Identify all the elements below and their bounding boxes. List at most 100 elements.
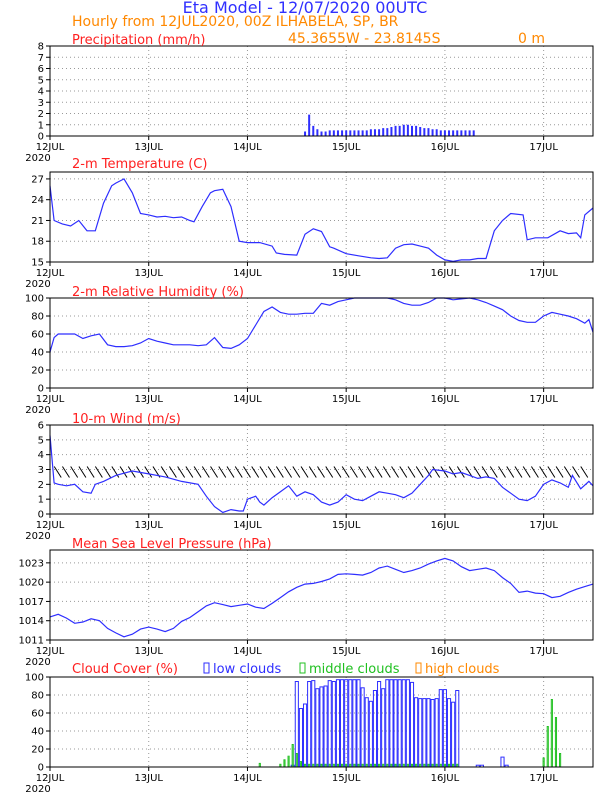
x-tick-label: 13JUL — [134, 773, 163, 784]
precip-bar — [324, 131, 327, 136]
panel-title: Precipitation (mm/h) — [72, 33, 205, 48]
precip-bar — [365, 130, 368, 136]
wind-barb — [349, 466, 358, 478]
wind-barb — [62, 466, 70, 478]
wind-barb — [382, 466, 391, 478]
x-tick-label: 13JUL — [134, 268, 163, 279]
y-tick-label: 20 — [31, 366, 44, 377]
precip-bar — [448, 130, 451, 136]
y-tick-label: 1020 — [19, 578, 44, 589]
panel-title: Mean Sea Level Pressure (hPa) — [72, 537, 272, 552]
y-tick-label: 2 — [38, 109, 44, 120]
wind-barb — [94, 466, 103, 478]
x-tick-label: 16JUL — [431, 520, 460, 531]
precip-bar — [328, 130, 331, 136]
series-line — [49, 435, 594, 514]
precip-bar — [316, 129, 319, 136]
wind-barb — [456, 466, 465, 478]
y-tick-label: 1 — [38, 120, 44, 131]
y-tick-label: 15 — [31, 258, 44, 269]
precip-bar — [439, 130, 442, 136]
precip-bar — [456, 130, 459, 136]
x-tick-label: 12JUL — [36, 646, 65, 657]
precip-bar — [443, 130, 446, 136]
precip-bar — [431, 129, 434, 136]
x-tick-label: 13JUL — [134, 394, 163, 405]
precip-bar — [452, 130, 455, 136]
wind-barb — [267, 466, 276, 478]
wind-barb — [366, 466, 375, 478]
wind-barb — [440, 466, 449, 478]
x-tick-label: 12JUL — [36, 520, 65, 531]
y-tick-label: 80 — [31, 312, 44, 323]
precip-bar — [369, 129, 372, 136]
y-tick-label: 5 — [38, 75, 44, 86]
y-tick-label: 4 — [38, 87, 44, 98]
legend-swatch — [415, 662, 422, 674]
precip-bar — [382, 128, 385, 136]
x-tick-label: 12JUL — [36, 268, 65, 279]
y-tick-label: 100 — [25, 294, 44, 305]
wind-barb — [358, 466, 367, 478]
wind-barb — [555, 466, 564, 478]
y-tick-label: 1011 — [19, 636, 44, 647]
wind-barb — [70, 466, 79, 478]
wind-barb — [522, 466, 531, 478]
y-tick-label: 2 — [38, 480, 44, 491]
x-tick-label: 16JUL — [431, 142, 460, 153]
chart-altitude: 0 m — [518, 31, 545, 47]
x-tick-label: 17JUL — [529, 142, 558, 153]
legend-label: middle clouds — [309, 662, 400, 677]
wind-barb — [481, 466, 490, 478]
wind-barb — [506, 466, 515, 478]
wind-barb — [111, 466, 120, 478]
precip-bar — [435, 129, 438, 136]
y-tick-label: 0 — [38, 510, 44, 521]
x-tick-label: 12JUL — [36, 142, 65, 153]
wind-barb — [539, 466, 548, 478]
panel-title: 10-m Wind (m/s) — [72, 412, 181, 427]
precip-bar — [394, 125, 397, 136]
x-tick-label: 15JUL — [332, 268, 361, 279]
x-year-label: 2020 — [25, 531, 50, 542]
precip-bar — [349, 130, 352, 136]
wind-barb — [160, 466, 169, 478]
precip-bar — [357, 130, 360, 136]
wind-barb — [308, 466, 317, 478]
y-tick-label: 40 — [31, 727, 44, 738]
wind-barb — [572, 466, 580, 478]
x-year-label: 2020 — [25, 784, 50, 792]
wind-barb — [489, 466, 498, 478]
legend-swatch — [203, 662, 210, 674]
x-tick-label: 14JUL — [233, 773, 262, 784]
plot-frame — [49, 676, 594, 768]
plot-frame — [49, 45, 594, 137]
series-line — [49, 297, 594, 353]
wind-barb — [168, 466, 177, 478]
wind-barb — [243, 466, 251, 478]
wind-barb — [498, 466, 506, 478]
precip-bar — [390, 127, 393, 136]
x-tick-label: 14JUL — [233, 142, 262, 153]
x-tick-label: 17JUL — [529, 268, 558, 279]
plot-frame — [49, 549, 594, 641]
x-tick-label: 15JUL — [332, 142, 361, 153]
y-tick-label: 6 — [38, 64, 44, 75]
y-tick-label: 3 — [38, 465, 44, 476]
panel-title: Cloud Cover (%) — [72, 662, 178, 677]
precip-bar — [361, 130, 364, 136]
wind-barb — [259, 466, 268, 478]
wind-barb — [119, 466, 128, 478]
y-tick-label: 0 — [38, 763, 44, 774]
wind-barb — [530, 466, 539, 478]
precip-bar — [464, 130, 467, 136]
x-tick-label: 13JUL — [134, 520, 163, 531]
x-tick-label: 15JUL — [332, 394, 361, 405]
y-tick-label: 8 — [38, 42, 44, 53]
x-tick-label: 12JUL — [36, 773, 65, 784]
precip-bar — [378, 129, 381, 136]
precip-bar — [398, 125, 401, 136]
legend-swatch — [299, 662, 306, 674]
